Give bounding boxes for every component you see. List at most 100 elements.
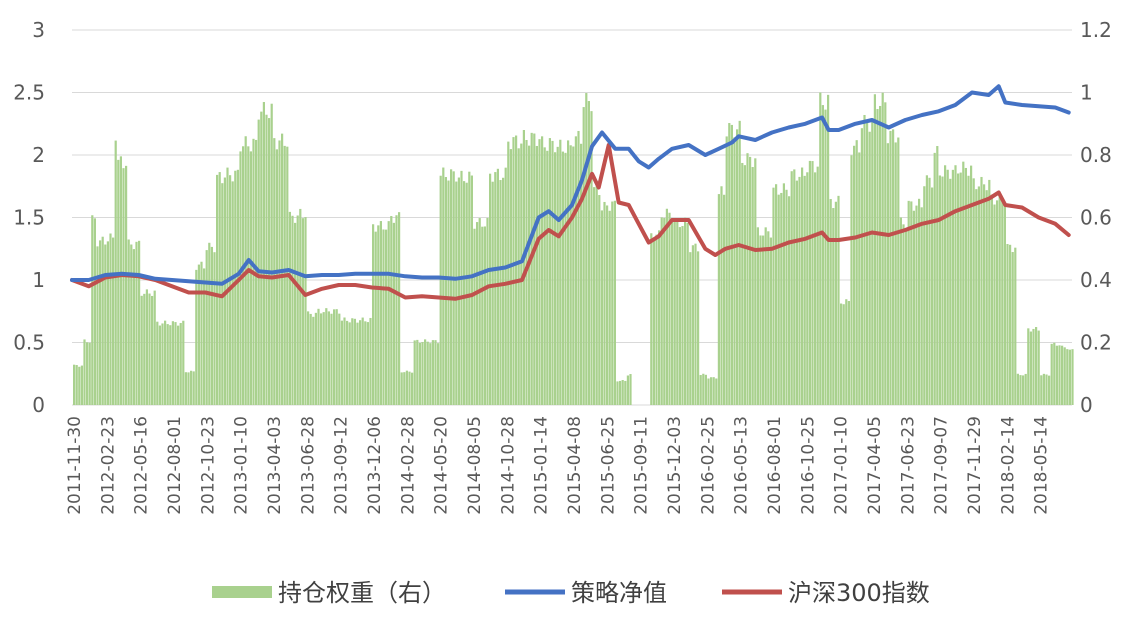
x-tick-label: 2018-02-14: [998, 416, 1018, 515]
weight-bar: [322, 312, 325, 405]
weight-bar: [832, 208, 835, 405]
weight-bar: [842, 304, 845, 405]
weight-bar: [364, 321, 367, 405]
weight-bar: [153, 290, 156, 405]
weight-bar: [486, 217, 489, 405]
weight-bar: [184, 372, 187, 405]
weight-bar: [156, 321, 159, 405]
weight-bar: [803, 175, 806, 405]
weight-bar: [772, 187, 775, 405]
weight-bar: [125, 165, 128, 405]
weight-bar: [101, 236, 104, 405]
weight-bar: [847, 300, 850, 405]
weight-bar: [452, 171, 455, 405]
weight-bar: [164, 320, 167, 405]
right-tick-label: 0.4: [1080, 268, 1112, 292]
weight-bar: [270, 103, 273, 405]
weight-bar: [975, 189, 978, 405]
weight-bar: [725, 136, 728, 405]
weight-bar: [338, 313, 341, 405]
x-tick-label: 2012-05-16: [132, 416, 152, 515]
weight-bar: [127, 239, 130, 405]
weight-bar: [1006, 244, 1009, 405]
x-tick-label: 2012-08-01: [165, 416, 185, 515]
weight-bar: [762, 235, 765, 405]
x-tick-label: 2015-12-03: [665, 416, 685, 515]
weight-bar: [868, 131, 871, 406]
weight-bar: [938, 175, 941, 405]
weight-bar: [949, 178, 952, 405]
x-tick-label: 2017-09-07: [932, 416, 952, 515]
weight-bar: [884, 102, 887, 405]
weight-bar: [967, 175, 970, 405]
weight-bar: [881, 92, 884, 406]
weight-bar: [730, 124, 733, 406]
weight-bar: [515, 135, 518, 405]
weight-bar: [421, 341, 424, 405]
weight-bar: [78, 366, 81, 405]
weight-bar: [330, 313, 333, 405]
weight-bar: [1022, 375, 1025, 405]
weight-bar: [1027, 328, 1030, 405]
weight-bar: [538, 139, 541, 405]
weight-bar: [556, 146, 559, 405]
weight-bar: [998, 192, 1001, 405]
weight-bar: [470, 175, 473, 405]
weight-bar: [585, 93, 588, 406]
weight-bar: [112, 237, 115, 405]
weight-bar: [788, 196, 791, 405]
weight-bar: [203, 268, 206, 405]
legend-swatch-bar: [212, 586, 272, 598]
weight-bar: [476, 222, 479, 405]
x-tick-label: 2011-11-30: [65, 416, 85, 515]
weight-bar: [754, 158, 757, 405]
weight-bar: [840, 303, 843, 405]
right-tick-label: 0.8: [1080, 143, 1112, 167]
weight-bar: [478, 218, 481, 405]
weight-bar: [177, 325, 180, 405]
weight-bar: [132, 249, 135, 405]
weight-bar: [697, 251, 700, 405]
weight-bar: [291, 215, 294, 405]
weight-bar: [741, 162, 744, 405]
left-tick-label: 2.5: [13, 81, 45, 105]
weight-bar: [1001, 200, 1004, 405]
weight-bar: [299, 208, 302, 405]
weight-bar: [346, 320, 349, 405]
weight-bar: [567, 140, 570, 406]
weight-bar: [533, 133, 536, 406]
weight-bar: [858, 152, 861, 405]
weight-bar: [104, 244, 107, 405]
weight-bar: [704, 374, 707, 405]
weight-bar: [746, 153, 749, 405]
weight-bar: [749, 156, 752, 405]
weight-bar: [925, 175, 928, 405]
weight-bar: [83, 339, 86, 405]
weight-bar: [161, 323, 164, 405]
weight-bar: [457, 177, 460, 405]
right-tick-label: 1.2: [1080, 18, 1112, 42]
left-tick-label: 0.5: [13, 331, 45, 355]
weight-bar: [816, 166, 819, 405]
weight-bar: [265, 114, 268, 405]
weight-bar: [119, 156, 122, 405]
weight-bar: [340, 320, 343, 405]
weight-bar: [483, 226, 486, 405]
weight-bar: [936, 146, 939, 406]
weight-bar: [996, 200, 999, 405]
weight-bar: [372, 224, 375, 405]
weight-bar: [988, 179, 991, 405]
weight-bar: [377, 225, 380, 405]
weight-bar: [777, 194, 780, 405]
weight-bar: [507, 141, 510, 405]
x-tick-label: 2014-10-28: [498, 416, 518, 515]
weight-bar: [366, 322, 369, 405]
weight-bar: [327, 311, 330, 405]
weight-bar: [801, 167, 804, 405]
weight-bar: [390, 216, 393, 405]
weight-bar: [73, 364, 76, 405]
weight-bar: [853, 145, 856, 405]
weight-bar: [764, 227, 767, 405]
weight-bar: [546, 150, 549, 405]
weight-bar: [650, 233, 653, 405]
